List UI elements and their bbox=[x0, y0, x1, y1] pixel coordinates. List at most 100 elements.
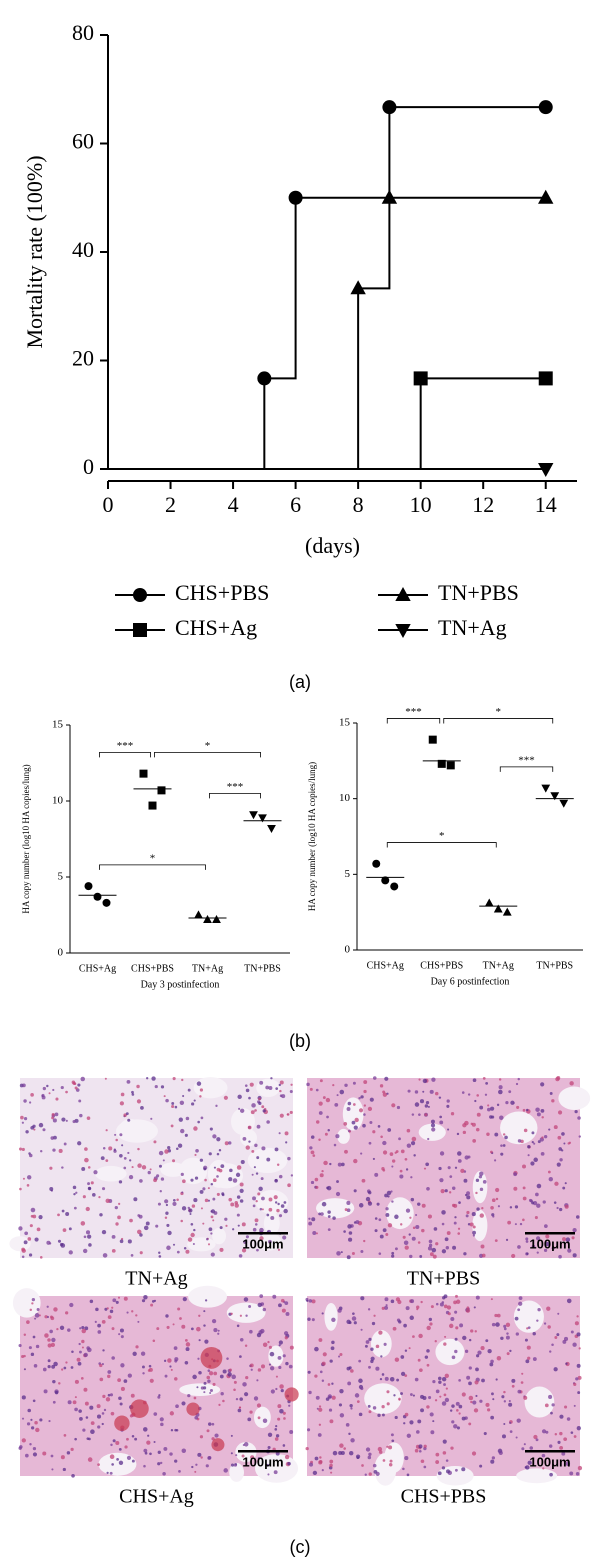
nucleus bbox=[495, 1187, 500, 1193]
nucleus bbox=[105, 1129, 108, 1132]
nucleus bbox=[475, 1127, 480, 1132]
air-space bbox=[255, 1190, 289, 1214]
nucleus bbox=[169, 1411, 174, 1416]
nucleus bbox=[179, 1100, 185, 1106]
nucleus bbox=[466, 1195, 471, 1200]
nucleus bbox=[115, 1222, 119, 1226]
scale-bar bbox=[238, 1232, 288, 1235]
nucleus bbox=[501, 1395, 505, 1399]
nucleus bbox=[185, 1342, 191, 1347]
nucleus bbox=[224, 1141, 229, 1146]
nucleus bbox=[365, 1447, 371, 1452]
nucleus bbox=[149, 1378, 154, 1383]
nucleus bbox=[360, 1296, 365, 1301]
nucleus bbox=[353, 1189, 357, 1193]
nucleus bbox=[131, 1434, 135, 1438]
nucleus bbox=[454, 1216, 457, 1219]
nucleus bbox=[472, 1234, 476, 1237]
nucleus bbox=[464, 1193, 468, 1197]
nucleus bbox=[346, 1200, 351, 1206]
nucleus bbox=[394, 1214, 399, 1219]
nucleus bbox=[349, 1403, 353, 1408]
nucleus bbox=[193, 1396, 197, 1400]
nucleus bbox=[405, 1208, 411, 1213]
nucleus bbox=[25, 1453, 29, 1458]
nucleus bbox=[468, 1366, 472, 1370]
nucleus bbox=[490, 1206, 494, 1210]
nucleus bbox=[513, 1186, 518, 1191]
nucleus bbox=[505, 1238, 509, 1241]
legend-marker bbox=[395, 586, 411, 601]
nucleus bbox=[561, 1132, 565, 1136]
nucleus bbox=[475, 1394, 478, 1397]
nucleus bbox=[348, 1237, 353, 1242]
nucleus bbox=[514, 1205, 519, 1209]
nucleus bbox=[212, 1134, 217, 1139]
point bbox=[249, 811, 258, 820]
nucleus bbox=[476, 1207, 480, 1211]
nucleus bbox=[164, 1149, 169, 1154]
nucleus bbox=[60, 1243, 66, 1248]
nucleus bbox=[409, 1254, 413, 1259]
nucleus bbox=[553, 1367, 558, 1372]
air-space bbox=[94, 1165, 127, 1182]
nucleus bbox=[54, 1390, 59, 1395]
nucleus bbox=[90, 1429, 95, 1435]
nucleus bbox=[197, 1120, 200, 1124]
nucleus bbox=[97, 1323, 101, 1328]
nucleus bbox=[58, 1382, 61, 1385]
nucleus bbox=[461, 1392, 466, 1397]
nucleus bbox=[543, 1248, 548, 1253]
nucleus bbox=[243, 1297, 249, 1302]
nucleus bbox=[523, 1395, 528, 1400]
nucleus bbox=[109, 1454, 115, 1460]
nucleus bbox=[451, 1203, 456, 1208]
nucleus bbox=[57, 1239, 61, 1243]
nucleus bbox=[110, 1443, 113, 1447]
nucleus bbox=[121, 1144, 124, 1147]
nucleus bbox=[453, 1300, 457, 1305]
nucleus bbox=[255, 1223, 258, 1226]
nucleus bbox=[404, 1412, 409, 1417]
nucleus bbox=[210, 1209, 216, 1214]
nucleus bbox=[173, 1346, 178, 1350]
nucleus bbox=[517, 1245, 521, 1249]
nucleus bbox=[468, 1422, 472, 1426]
nucleus bbox=[260, 1364, 266, 1369]
nucleus bbox=[533, 1434, 538, 1440]
nucleus bbox=[551, 1099, 555, 1103]
nucleus bbox=[284, 1131, 289, 1136]
nucleus bbox=[522, 1218, 525, 1222]
nucleus bbox=[372, 1463, 377, 1468]
nucleus bbox=[404, 1349, 408, 1352]
nucleus bbox=[184, 1339, 188, 1342]
nucleus bbox=[171, 1104, 175, 1109]
significance-bracket bbox=[386, 842, 497, 848]
nucleus bbox=[471, 1451, 477, 1456]
nucleus bbox=[536, 1203, 541, 1208]
nucleus bbox=[59, 1325, 65, 1330]
nucleus bbox=[374, 1229, 378, 1233]
nucleus bbox=[331, 1382, 334, 1385]
nucleus bbox=[231, 1374, 236, 1380]
nucleus bbox=[212, 1382, 216, 1386]
nucleus bbox=[200, 1386, 205, 1390]
y-tick-label: 15 bbox=[339, 717, 351, 729]
nucleus bbox=[354, 1393, 360, 1398]
nucleus bbox=[427, 1137, 430, 1141]
nucleus bbox=[577, 1465, 583, 1471]
nucleus bbox=[310, 1180, 315, 1185]
nucleus bbox=[94, 1320, 97, 1323]
nucleus bbox=[533, 1157, 538, 1163]
nucleus bbox=[210, 1215, 214, 1219]
nucleus bbox=[498, 1450, 503, 1456]
panel-label: (a) bbox=[289, 672, 311, 692]
nucleus bbox=[190, 1327, 194, 1331]
nucleus bbox=[216, 1137, 221, 1142]
nucleus bbox=[187, 1237, 193, 1242]
nucleus bbox=[464, 1155, 469, 1160]
nucleus bbox=[191, 1204, 196, 1208]
nucleus bbox=[275, 1087, 279, 1090]
nucleus bbox=[441, 1301, 445, 1304]
nucleus bbox=[274, 1147, 279, 1152]
